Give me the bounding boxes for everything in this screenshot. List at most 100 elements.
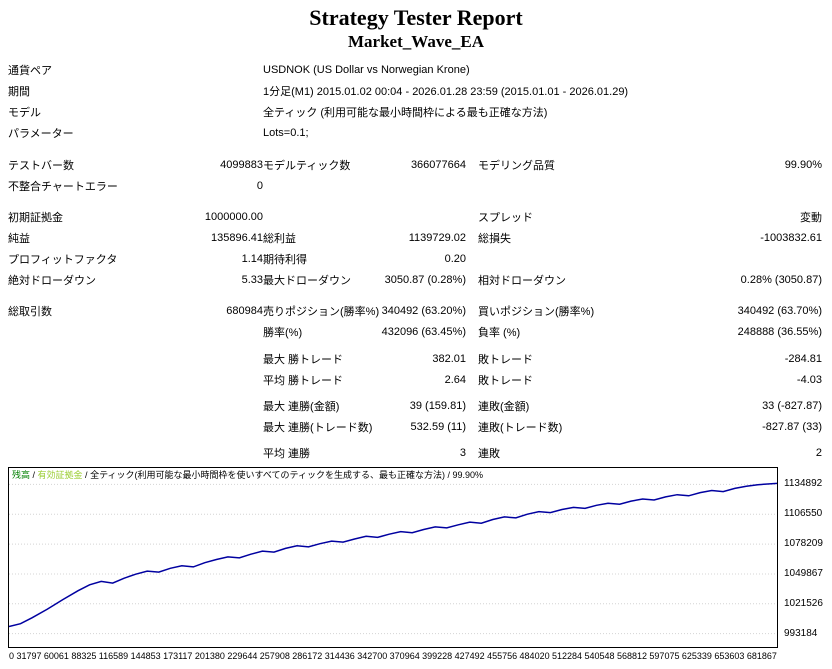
stat-label: 最大 勝トレード	[263, 353, 344, 366]
stat-label: 敗トレード	[478, 353, 533, 366]
x-axis-label: 88325	[71, 651, 97, 661]
stat-value: 1.14	[241, 252, 263, 265]
stat-label: 期待利得	[263, 253, 307, 266]
stat-value: 2.64	[444, 373, 466, 386]
stat-value	[173, 348, 263, 369]
info-value: USDNOK (US Dollar vs Norwegian Krone)	[263, 63, 470, 76]
stat-value	[173, 122, 263, 143]
table-row: 絶対ドローダウン 5.33 最大ドローダウン 3050.87 (0.28%) 相対ドロー…	[8, 269, 824, 290]
table-spacer-row	[8, 290, 824, 300]
table-row: 平均 連勝 3 連敗 2	[8, 442, 824, 463]
x-axis-label: 286172	[292, 651, 323, 661]
x-axis-label: 427492	[454, 651, 485, 661]
y-axis-label: 1021526	[784, 598, 823, 609]
stat-value: 532.59 (11)	[410, 420, 466, 433]
chart-legend-part: 全ティック(利用可能な最小時間枠を使いすべてのティックを生成する、最も正確な方法…	[90, 470, 445, 480]
stat-value	[173, 101, 263, 122]
stat-value	[591, 175, 824, 196]
stat-value: -4.03	[796, 373, 822, 386]
stat-value: 248888 (36.55%)	[737, 325, 822, 338]
info-value: 1分足(M1) 2015.01.02 00:04 - 2026.01.28 23…	[263, 85, 629, 98]
x-axis-label: 116589	[98, 651, 129, 661]
stat-label: モデリング品質	[478, 159, 555, 172]
stat-value: 変動	[800, 211, 822, 224]
stat-value: 1000000.00	[204, 210, 263, 223]
stat-label: 買いポジション(勝率%)	[478, 305, 595, 318]
stat-label: 不整合チャートエラー	[8, 180, 118, 193]
y-axis-label: 1106550	[784, 508, 823, 519]
table-row: プロフィットファクタ 1.14 期待利得 0.20	[8, 248, 824, 269]
stat-value: 135896.41	[211, 231, 263, 244]
x-axis-label: 681867	[746, 651, 777, 661]
x-axis-label: 625339	[681, 651, 712, 661]
x-axis-label: 540548	[584, 651, 615, 661]
stat-label: 売りポジション(勝率%)	[263, 305, 380, 318]
stat-label	[8, 442, 173, 463]
stat-value	[173, 321, 263, 342]
stat-label: 平均 連勝	[263, 447, 311, 460]
report-page: Strategy Tester Report Market_Wave_EA 通貨…	[0, 5, 832, 665]
stat-label: モデルティック数	[263, 159, 351, 172]
table-row: 通貨ペア USDNOK (US Dollar vs Norwegian Krone…	[8, 59, 824, 80]
table-spacer-row	[8, 196, 824, 206]
chart-y-axis: 1134892 1106550 1078209 1049867 1021526 99318…	[784, 467, 832, 648]
stat-label: パラメーター	[8, 127, 74, 140]
x-axis-label: 370964	[389, 651, 420, 661]
x-axis-label: 399228	[422, 651, 453, 661]
stat-label: 連敗	[478, 447, 500, 460]
stat-label	[263, 206, 378, 227]
stat-value: 4099883	[220, 158, 263, 171]
report-stats-table: 通貨ペア USDNOK (US Dollar vs Norwegian Krone…	[8, 59, 824, 463]
stat-value: 5.33	[241, 273, 263, 286]
y-axis-label: 993184	[784, 628, 818, 639]
report-title: Strategy Tester Report	[309, 5, 523, 30]
table-row: 純益 135896.41 総利益 1139729.02 総損失 -1003832.61	[8, 227, 824, 248]
balance-line	[9, 482, 777, 628]
x-axis-label: 60061	[43, 651, 69, 661]
y-axis-label: 1134892	[784, 478, 823, 489]
stat-value: 0.28% (3050.87)	[740, 273, 822, 286]
table-row: テストバー数 4099883 モデルティック数 366077664 モデリング品質 99.…	[8, 154, 824, 175]
stat-value: 366077664	[410, 158, 466, 171]
x-axis-label: 229644	[227, 651, 258, 661]
stat-value	[173, 416, 263, 437]
x-axis-label: 0	[9, 651, 15, 661]
info-value: 全ティック (利用可能な最小時間枠による最も正確な方法)	[263, 106, 548, 119]
balance-chart: 残高 / 有効証拠金 / 全ティック(利用可能な最小時間枠を使いすべてのティック…	[8, 467, 832, 665]
stat-value: 0	[256, 179, 263, 192]
stat-value: 1139729.02	[408, 231, 466, 244]
stat-label: 純益	[8, 232, 30, 245]
table-row: 最大 連勝(金額) 39 (159.81) 連敗(金額) 33 (-827.87)	[8, 395, 824, 416]
balance-curve-svg	[9, 482, 777, 635]
stat-label	[8, 395, 173, 416]
stat-value: 2	[815, 446, 822, 459]
stat-label: 最大 連勝(金額)	[263, 400, 340, 413]
x-axis-label: 201380	[194, 651, 225, 661]
stat-value: 432096 (63.45%)	[381, 325, 466, 338]
stat-value: 39 (159.81)	[409, 399, 466, 412]
stat-label: 連敗(金額)	[478, 400, 530, 413]
x-axis-label: 512284	[552, 651, 583, 661]
x-axis-label: 342700	[357, 651, 388, 661]
x-axis-label: 455756	[487, 651, 518, 661]
x-axis-label: 597075	[649, 651, 680, 661]
table-row: 平均 勝トレード 2.64 敗トレード -4.03	[8, 369, 824, 390]
stat-value: -1003832.61	[760, 231, 822, 244]
chart-legend-part: 99.90%	[452, 470, 484, 480]
stat-label: 絶対ドローダウン	[8, 274, 96, 287]
stat-value	[173, 59, 263, 80]
stat-label	[466, 248, 591, 269]
stat-label: プロフィットファクタ	[8, 253, 118, 266]
stat-value: 382.01	[432, 352, 466, 365]
chart-legend-part: /	[82, 470, 91, 480]
stat-label: モデル	[8, 106, 41, 119]
table-row: 期間 1分足(M1) 2015.01.02 00:04 - 2026.01.28 …	[8, 80, 824, 101]
stat-value: 3050.87 (0.28%)	[384, 273, 466, 286]
stat-value	[378, 206, 466, 227]
stat-value: 340492 (63.70%)	[737, 304, 822, 317]
x-axis-label: 31797	[16, 651, 42, 661]
stat-label: 総利益	[263, 232, 296, 245]
stat-value: -827.87 (33)	[762, 420, 822, 433]
x-axis-label: 653603	[714, 651, 745, 661]
info-value: Lots=0.1;	[263, 126, 309, 139]
